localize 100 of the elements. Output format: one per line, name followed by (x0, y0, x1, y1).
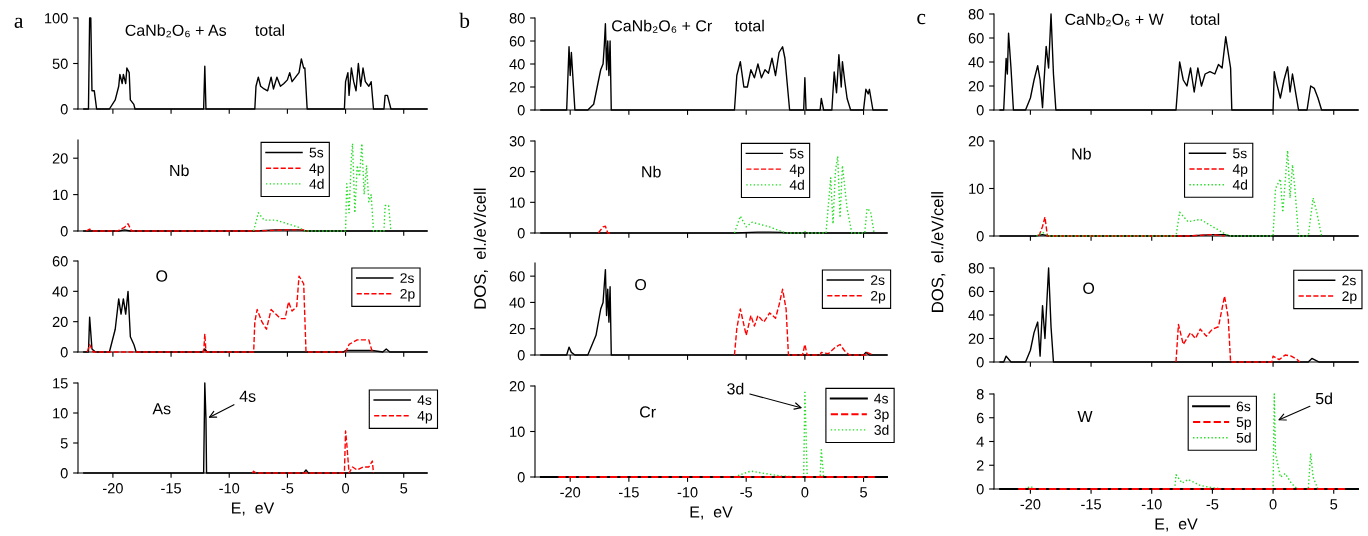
x-tick-label: -15 (618, 487, 639, 498)
x-axis-title: E, eV (690, 506, 733, 520)
annotation: CaNb₂O₆ + As (125, 24, 227, 38)
y-tick-label: 10 (510, 197, 525, 208)
x-tick-label: 5 (400, 483, 408, 494)
legend-label: 2s (871, 275, 885, 286)
legend-label: 2p (400, 288, 415, 302)
y-tick-label: 20 (509, 166, 525, 178)
y-tick-label: 60 (509, 271, 525, 282)
annotation: total (1190, 13, 1220, 26)
x-tick-label: -20 (1020, 499, 1041, 510)
y-axis-title: DOS, el./eV/cell (473, 188, 488, 309)
annotation: O (156, 270, 168, 282)
y-tick-label: 80 (968, 263, 984, 274)
line-series (1038, 216, 1226, 237)
x-tick-label: -15 (161, 483, 181, 494)
legend-label: 4s (874, 393, 888, 404)
line-series (252, 142, 392, 232)
legend-label: 3p (874, 409, 889, 422)
annotation: Nb (642, 165, 661, 178)
y-tick-label: 60 (509, 36, 525, 47)
x-tick-label: -10 (677, 487, 698, 498)
legend-label: 4d (1232, 179, 1248, 190)
y-tick-label: 30 (509, 136, 525, 147)
annotation: O (1083, 282, 1095, 294)
annotation: 5d (1315, 392, 1332, 405)
legend-label: 5s (789, 148, 804, 159)
y-tick-label: 20 (968, 136, 984, 147)
y-tick-label: 10 (53, 189, 68, 201)
legend-label: 5p (1236, 417, 1251, 430)
x-tick-label: 0 (342, 483, 350, 494)
y-tick-label: 0 (517, 350, 525, 361)
legend-label: 2s (400, 273, 414, 284)
legend-label: 2s (1342, 275, 1356, 286)
x-tick-label: 5 (1330, 499, 1338, 510)
y-tick-label: 20 (509, 323, 525, 335)
legend-label: 4p (1232, 164, 1248, 177)
y-tick-label: 0 (60, 104, 68, 115)
y-tick-label: 20 (509, 82, 525, 93)
y-tick-label: 10 (969, 183, 984, 194)
annotation: Nb (170, 164, 189, 177)
annotation: 4s (239, 390, 256, 402)
legend-label: 4p (417, 411, 433, 424)
y-tick-label: 0 (517, 228, 525, 239)
legend-label: 3d (874, 424, 889, 435)
y-tick-label: 60 (968, 33, 984, 44)
legend-label: 4d (789, 179, 804, 190)
text: a (14, 17, 24, 28)
y-tick-label: 8 (976, 389, 984, 400)
y-tick-label: 10 (53, 408, 68, 419)
legend-label: 4d (309, 178, 324, 189)
x-tick-label: -15 (1081, 499, 1101, 510)
legend-label: 2p (1342, 291, 1357, 304)
y-tick-label: 0 (60, 468, 68, 479)
y-tick-label: 20 (52, 316, 68, 328)
legend-label: 5s (309, 147, 324, 158)
y-tick-label: 80 (968, 9, 984, 20)
y-tick-label: 0 (976, 231, 984, 242)
annotation: 3d (727, 382, 744, 395)
annotation: CaNb₂O₆ + Cr (612, 19, 712, 33)
legend-label: 5s (1233, 148, 1247, 159)
y-axis-title: DOS, el./eV/cell (931, 192, 946, 312)
y-tick-label: 4 (976, 436, 984, 447)
y-tick-label: 5 (60, 438, 68, 449)
line-series (1035, 149, 1323, 237)
line-series (251, 430, 375, 474)
annotation: total (255, 24, 284, 36)
x-tick-label: -20 (560, 487, 581, 498)
y-tick-label: 2 (976, 460, 984, 471)
legend-label: 6s (1236, 401, 1251, 412)
y-tick-label: 10 (510, 426, 525, 437)
y-tick-label: 40 (968, 57, 984, 68)
y-tick-label: 6 (976, 412, 984, 424)
y-tick-label: 0 (60, 226, 68, 237)
annotation: As (152, 403, 171, 415)
annotation: W (1077, 410, 1093, 422)
y-tick-label: 80 (509, 13, 525, 24)
y-tick-label: 20 (968, 333, 984, 344)
y-tick-label: 60 (52, 256, 68, 267)
y-tick-label: 40 (968, 310, 984, 321)
y-tick-label: 0 (517, 472, 525, 483)
line-series (1175, 295, 1301, 363)
annotation: Nb (1072, 147, 1091, 160)
y-tick-label: 0 (976, 357, 984, 368)
y-tick-label: 20 (968, 81, 984, 92)
legend-label: 4p (309, 163, 324, 176)
annotation: Cr (640, 406, 656, 418)
x-tick-label: 5 (860, 487, 867, 498)
y-tick-label: 20 (52, 153, 68, 164)
y-tick-label: 40 (509, 59, 525, 70)
x-tick-label: -10 (219, 483, 240, 494)
x-tick-label: -5 (740, 487, 753, 498)
y-tick-label: 50 (52, 58, 68, 69)
line-series (85, 223, 308, 232)
y-tick-label: 0 (976, 105, 984, 116)
y-tick-label: 100 (45, 13, 68, 24)
x-tick-label: -20 (103, 483, 123, 494)
y-tick-label: 40 (52, 286, 68, 297)
annotation: total (734, 19, 764, 32)
x-axis-title: E, eV (1155, 518, 1198, 532)
